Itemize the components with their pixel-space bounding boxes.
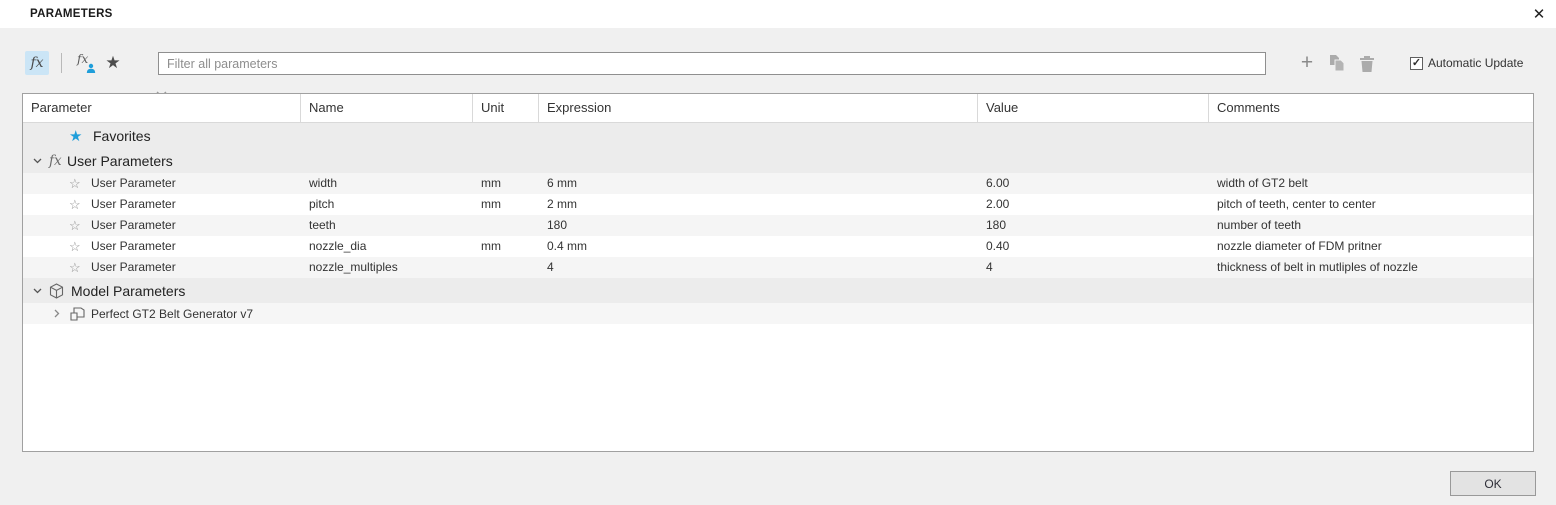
ok-button[interactable]: OK — [1450, 471, 1536, 496]
filter-parameters-input[interactable] — [158, 52, 1266, 75]
duplicate-parameter-button[interactable] — [1325, 51, 1349, 75]
favorite-toggle-icon[interactable]: ☆ — [69, 260, 81, 275]
copy-icon — [1329, 55, 1344, 72]
favorites-section-row[interactable]: ★ Favorites — [23, 123, 1533, 148]
trash-icon — [1360, 55, 1374, 72]
favorite-star-icon: ★ — [69, 127, 83, 145]
parameters-table: Parameter Name Unit Expression Value Com… — [22, 93, 1534, 452]
parameter-type-label: User Parameter — [91, 218, 176, 232]
parameter-value: 6.00 — [986, 176, 1010, 190]
parameter-expression[interactable]: 2 mm — [547, 197, 577, 211]
table-row[interactable]: ☆ User Parameter nozzle_multiples 4 4 th… — [23, 257, 1533, 278]
chevron-down-icon[interactable] — [31, 158, 43, 164]
fx-icon: fx — [49, 152, 62, 169]
parameter-name[interactable]: teeth — [309, 218, 336, 232]
toolbar-divider — [61, 53, 62, 73]
column-header-value[interactable]: Value — [978, 94, 1209, 122]
parameter-unit — [473, 257, 539, 278]
column-header-name[interactable]: Name — [301, 94, 473, 122]
parameter-comments[interactable]: nozzle diameter of FDM pritner — [1217, 239, 1382, 253]
parameter-expression[interactable]: 6 mm — [547, 176, 577, 190]
user-parameters-section-label: User Parameters — [67, 152, 173, 169]
fx-icon: fx — [30, 55, 44, 71]
fx-icon: fx — [77, 52, 89, 66]
parameter-comments[interactable]: thickness of belt in mutliples of nozzle — [1217, 260, 1418, 274]
user-parameters-section-row[interactable]: fx User Parameters — [23, 148, 1533, 173]
parameter-value: 2.00 — [986, 197, 1010, 211]
table-row[interactable]: ☆ User Parameter nozzle_dia mm 0.4 mm 0.… — [23, 236, 1533, 257]
title-bar: PARAMETERS ✕ — [0, 0, 1556, 28]
model-document-row[interactable]: Perfect GT2 Belt Generator v7 — [23, 303, 1533, 324]
parameter-comments[interactable]: width of GT2 belt — [1217, 176, 1308, 190]
parameter-expression[interactable]: 4 — [547, 260, 554, 274]
parameter-name[interactable]: nozzle_dia — [309, 239, 367, 253]
chevron-right-icon[interactable] — [51, 309, 63, 318]
filter-model-parameters-button[interactable]: fx — [74, 51, 98, 75]
favorite-toggle-icon[interactable]: ☆ — [69, 176, 81, 191]
favorite-toggle-icon[interactable]: ☆ — [69, 218, 81, 233]
close-icon[interactable]: ✕ — [1528, 3, 1550, 25]
dialog-title: PARAMETERS — [30, 8, 113, 20]
table-row[interactable]: ☆ User Parameter teeth 180 180 number of… — [23, 215, 1533, 236]
column-header-parameter[interactable]: Parameter — [23, 94, 301, 122]
parameter-value: 180 — [986, 218, 1007, 232]
parameter-type-label: User Parameter — [91, 176, 176, 190]
parameter-unit — [473, 215, 539, 236]
parameter-type-label: User Parameter — [91, 197, 176, 211]
favorite-toggle-icon[interactable]: ☆ — [69, 197, 81, 212]
parameter-name[interactable]: pitch — [309, 197, 335, 211]
model-parameters-section-row[interactable]: Model Parameters — [23, 278, 1533, 303]
parameter-unit: mm — [481, 239, 501, 253]
filter-user-parameters-button[interactable]: fx — [25, 51, 49, 75]
checkbox-checked-icon[interactable]: ✓ — [1410, 56, 1423, 70]
model-cube-icon — [47, 282, 65, 299]
parameter-comments[interactable]: number of teeth — [1217, 218, 1302, 232]
column-header-expression[interactable]: Expression — [539, 94, 978, 122]
delete-parameter-button[interactable] — [1355, 51, 1379, 75]
star-icon: ★ — [105, 53, 121, 72]
model-parameters-section-label: Model Parameters — [71, 282, 186, 299]
automatic-update-label: Automatic Update — [1428, 56, 1524, 70]
parameter-type-label: User Parameter — [91, 260, 176, 274]
column-header-comments[interactable]: Comments — [1217, 100, 1280, 115]
parameter-expression[interactable]: 0.4 mm — [547, 239, 588, 253]
column-header-unit[interactable]: Unit — [473, 94, 539, 122]
parameter-unit: mm — [481, 197, 501, 211]
parameter-name[interactable]: width — [309, 176, 338, 190]
table-row[interactable]: ☆ User Parameter pitch mm 2 mm 2.00 pitc… — [23, 194, 1533, 215]
automatic-update-toggle[interactable]: ✓ Automatic Update — [1410, 51, 1523, 75]
favorite-toggle-icon[interactable]: ☆ — [69, 239, 81, 254]
favorites-section-label: Favorites — [93, 127, 151, 144]
plus-icon: + — [1300, 51, 1314, 74]
parameter-type-label: User Parameter — [91, 239, 176, 253]
parameter-value: 4 — [986, 260, 993, 274]
parameter-value: 0.40 — [986, 239, 1010, 253]
filter-favorites-button[interactable]: ★ — [101, 51, 125, 75]
parameter-name[interactable]: nozzle_multiples — [309, 260, 398, 274]
person-icon — [86, 63, 96, 73]
model-document-label: Perfect GT2 Belt Generator v7 — [91, 306, 254, 321]
table-header-row: Parameter Name Unit Expression Value Com… — [23, 94, 1533, 123]
chevron-down-icon[interactable] — [31, 288, 43, 294]
component-icon — [69, 306, 85, 321]
table-row[interactable]: ☆ User Parameter width mm 6 mm 6.00 widt… — [23, 173, 1533, 194]
parameter-comments[interactable]: pitch of teeth, center to center — [1217, 197, 1376, 211]
parameter-expression[interactable]: 180 — [547, 218, 568, 232]
parameter-unit: mm — [481, 176, 501, 190]
add-parameter-button[interactable]: + — [1295, 51, 1319, 75]
